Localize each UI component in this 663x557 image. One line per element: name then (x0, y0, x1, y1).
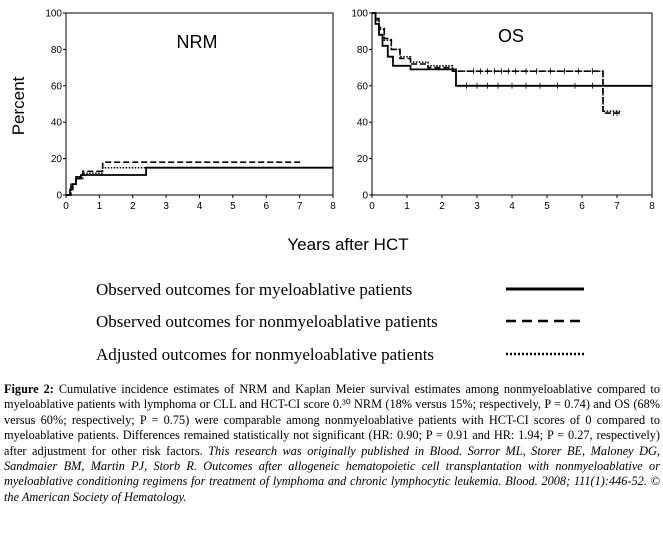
x-tick-label: 1 (97, 201, 103, 212)
y-tick-label: 20 (51, 154, 63, 165)
x-tick-label: 1 (404, 201, 410, 212)
series-dotted-line (372, 12, 621, 113)
x-tick-label: 7 (297, 201, 303, 212)
x-tick-label: 8 (649, 201, 655, 212)
caption-citation: This research was originally published i… (4, 443, 660, 504)
x-tick-label: 4 (197, 201, 203, 212)
y-tick-label: 20 (357, 154, 369, 165)
x-tick-label: 5 (230, 201, 236, 212)
y-tick-label: 40 (51, 118, 63, 129)
x-tick-label: 4 (509, 201, 515, 212)
y-tick-label: 60 (357, 81, 369, 92)
series-solid-line (66, 166, 333, 196)
y-tick-label: 0 (362, 191, 368, 202)
x-axis-label: Years after HCT (287, 235, 408, 254)
x-tick-label: 3 (474, 201, 480, 212)
os-panel: 0 20 40 60 80 100 0 1 2 3 4 5 6 7 8 OS (351, 9, 655, 213)
y-tick-label: 0 (56, 191, 62, 202)
series-dashed-line (372, 12, 621, 114)
x-tick-label: 2 (130, 201, 136, 212)
y-axis-label: Percent (9, 76, 28, 135)
y-tick-label: 100 (45, 9, 62, 20)
legend-entry-label: Observed outcomes for myeloablative pati… (96, 280, 412, 299)
charts-canvas: 0 20 40 60 80 100 0 1 2 3 4 5 6 7 8 NRM 0 20 40 60 80 100 0 1 2… (9, 9, 655, 365)
panel-title: NRM (177, 32, 218, 52)
series-dotted-line (66, 166, 303, 196)
figure-caption: Figure 2: Cumulative incidence estimates… (4, 382, 660, 505)
x-tick-label: 7 (614, 201, 620, 212)
x-tick-label: 5 (544, 201, 550, 212)
y-tick-label: 60 (51, 81, 63, 92)
y-tick-label: 100 (351, 9, 368, 20)
y-tick-label: 80 (357, 45, 369, 56)
y-tick-label: 40 (357, 118, 369, 129)
panel-title: OS (498, 26, 524, 46)
x-tick-label: 6 (579, 201, 585, 212)
x-tick-label: 6 (263, 201, 269, 212)
legend-entry-label: Adjusted outcomes for nonmyeloablative p… (96, 345, 434, 364)
x-tick-label: 0 (63, 201, 69, 212)
caption-body: Cumulative incidence estimates of NRM an… (4, 382, 660, 458)
x-tick-label: 8 (330, 201, 336, 212)
x-tick-label: 3 (163, 201, 169, 212)
x-tick-label: 0 (369, 201, 375, 212)
caption-label: Figure 2: (4, 382, 54, 396)
legend: Observed outcomes for myeloablative pati… (96, 280, 584, 364)
x-tick-label: 2 (439, 201, 445, 212)
y-tick-label: 80 (51, 45, 63, 56)
legend-entry-label: Observed outcomes for nonmyeloablative p… (96, 312, 438, 331)
series-solid-line (372, 12, 652, 87)
nrm-panel: 0 20 40 60 80 100 0 1 2 3 4 5 6 7 8 NRM (45, 9, 336, 213)
